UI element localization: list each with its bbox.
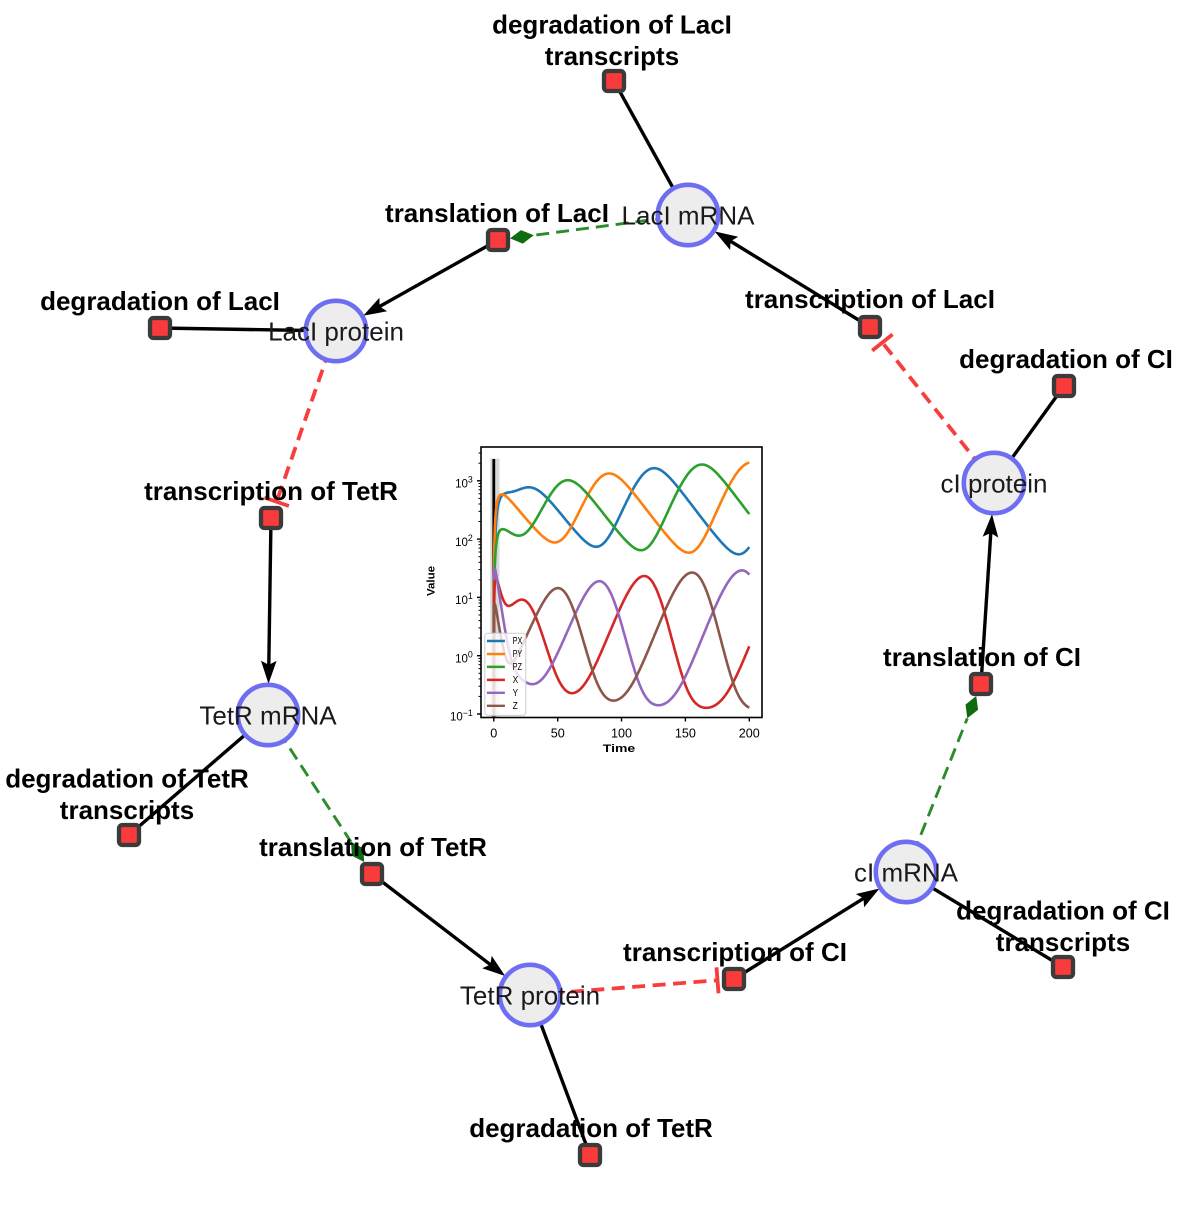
svg-text:degradation of CI: degradation of CI: [959, 344, 1173, 374]
svg-text:degradation of CI: degradation of CI: [956, 896, 1170, 926]
svg-text:PY: PY: [513, 649, 523, 660]
svg-text:150: 150: [675, 726, 696, 740]
svg-text:degradation of LacI: degradation of LacI: [492, 10, 732, 40]
svg-text:200: 200: [739, 726, 760, 740]
svg-text:cI mRNA: cI mRNA: [854, 858, 959, 888]
svg-text:Z: Z: [513, 701, 518, 712]
svg-text:degradation of TetR: degradation of TetR: [469, 1113, 713, 1143]
svg-text:transcription of CI: transcription of CI: [623, 937, 847, 967]
svg-text:transcription of TetR: transcription of TetR: [144, 476, 398, 506]
svg-text:degradation of TetR: degradation of TetR: [5, 764, 249, 794]
svg-text:transcripts: transcripts: [545, 41, 679, 71]
svg-text:LacI mRNA: LacI mRNA: [622, 201, 756, 231]
svg-text:translation of TetR: translation of TetR: [259, 832, 487, 862]
svg-text:PZ: PZ: [513, 662, 522, 673]
svg-text:100: 100: [611, 726, 632, 740]
svg-text:X: X: [513, 675, 519, 686]
svg-text:TetR mRNA: TetR mRNA: [199, 701, 337, 731]
svg-text:translation of LacI: translation of LacI: [385, 198, 609, 228]
svg-text:transcripts: transcripts: [996, 927, 1130, 957]
svg-text:LacI protein: LacI protein: [268, 317, 404, 347]
svg-text:transcripts: transcripts: [60, 795, 194, 825]
svg-text:degradation of LacI: degradation of LacI: [40, 286, 280, 316]
svg-text:50: 50: [551, 726, 565, 740]
svg-text:PX: PX: [513, 636, 523, 647]
svg-text:Y: Y: [513, 688, 519, 699]
svg-text:0: 0: [490, 726, 497, 740]
svg-text:cI protein: cI protein: [941, 469, 1048, 499]
svg-text:translation of CI: translation of CI: [883, 642, 1081, 672]
svg-text:transcription of LacI: transcription of LacI: [745, 284, 995, 314]
svg-text:Value: Value: [426, 566, 438, 596]
svg-text:Time: Time: [603, 743, 635, 755]
svg-text:TetR protein: TetR protein: [460, 981, 600, 1011]
